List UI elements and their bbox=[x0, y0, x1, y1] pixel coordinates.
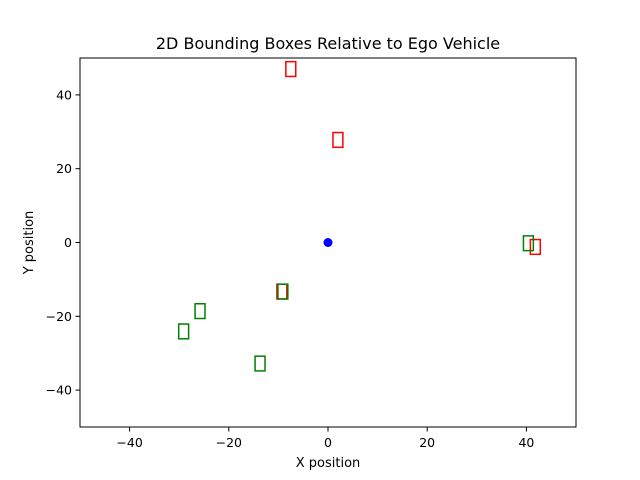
y-tick-label: −20 bbox=[46, 309, 72, 324]
bounding-box-8 bbox=[177, 323, 190, 340]
x-tick-label: −40 bbox=[116, 435, 142, 450]
x-axis-label: X position bbox=[296, 456, 361, 471]
bounding-box-4 bbox=[522, 235, 535, 252]
x-tick-label: −20 bbox=[216, 435, 242, 450]
x-tick-label: 0 bbox=[324, 435, 332, 450]
bounding-box-1 bbox=[285, 60, 297, 78]
bounding-box-7 bbox=[194, 303, 206, 320]
y-tick-label: 0 bbox=[64, 235, 72, 250]
y-axis: −40 −20 0 20 40 bbox=[46, 87, 80, 398]
bounding-box-3 bbox=[529, 238, 542, 256]
chart-title: 2D Bounding Boxes Relative to Ego Vehicl… bbox=[156, 34, 500, 53]
x-axis: −40 −20 0 20 40 bbox=[116, 427, 534, 450]
bounding-box-2 bbox=[332, 131, 344, 149]
y-axis-label: Y position bbox=[22, 211, 37, 276]
plot-area bbox=[177, 60, 542, 372]
bounding-box-6 bbox=[277, 283, 289, 300]
y-tick-label: 20 bbox=[56, 161, 72, 176]
bounding-box-9 bbox=[254, 355, 266, 372]
x-tick-label: 20 bbox=[419, 435, 435, 450]
ego-vehicle-point bbox=[323, 238, 333, 247]
y-tick-label: 40 bbox=[56, 87, 72, 102]
x-tick-label: 40 bbox=[518, 435, 534, 450]
y-tick-label: −40 bbox=[46, 383, 72, 398]
